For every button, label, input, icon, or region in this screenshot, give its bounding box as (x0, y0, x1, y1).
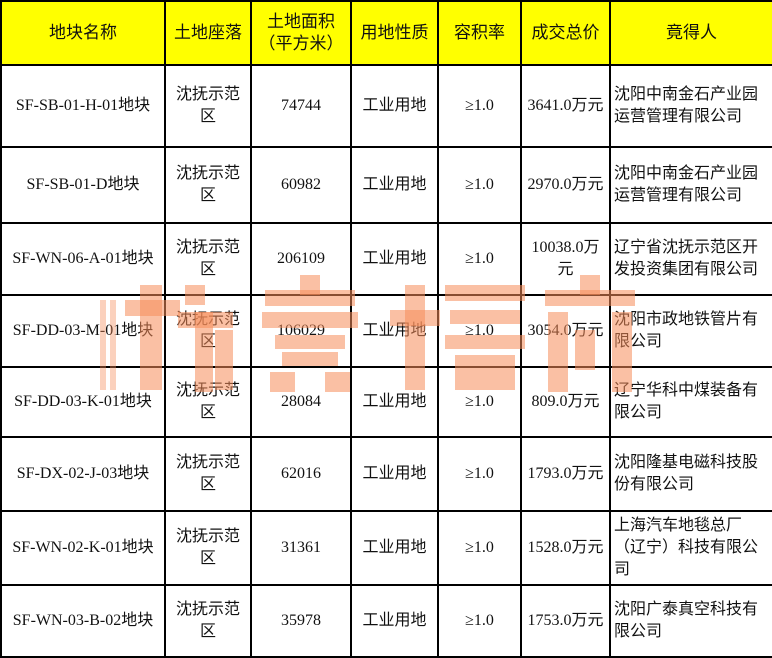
cell-location: 沈抚示范区 (164, 146, 252, 224)
cell-area: 206109 (250, 222, 352, 296)
header-winner: 竟得人 (609, 0, 772, 66)
header-total-price: 成交总价 (520, 0, 611, 66)
cell-plot-ratio: ≥1.0 (437, 294, 522, 368)
cell-area: 62016 (250, 436, 352, 512)
cell-location: 沈抚示范区 (164, 366, 252, 438)
cell-location: 沈抚示范区 (164, 64, 252, 148)
cell-location: 沈抚示范区 (164, 510, 252, 586)
header-row: 地块名称 土地座落 土地面积（平方米） 用地性质 容积率 成交总价 竟得人 (0, 0, 772, 66)
cell-parcel-name: SF-WN-06-A-01地块 (0, 222, 166, 296)
cell-land-use: 工业用地 (350, 436, 439, 512)
header-area: 土地面积（平方米） (250, 0, 352, 66)
cell-parcel-name: SF-WN-02-K-01地块 (0, 510, 166, 586)
table-row: SF-SB-01-D地块 沈抚示范区 60982 工业用地 ≥1.0 2970.0万元 沈阳… (0, 146, 772, 224)
header-location: 土地座落 (164, 0, 252, 66)
cell-plot-ratio: ≥1.0 (437, 584, 522, 658)
cell-parcel-name: SF-SB-01-H-01地块 (0, 64, 166, 148)
cell-winner: 上海汽车地毯总厂（辽宁）科技有限公司 (609, 510, 772, 586)
cell-land-use: 工业用地 (350, 366, 439, 438)
cell-location: 沈抚示范区 (164, 222, 252, 296)
cell-total-price: 1528.0万元 (520, 510, 611, 586)
table-row: SF-WN-06-A-01地块 沈抚示范区 206109 工业用地 ≥1.0 10038.… (0, 222, 772, 296)
cell-winner: 沈阳中南金石产业园运营管理有限公司 (609, 146, 772, 224)
header-land-use: 用地性质 (350, 0, 439, 66)
cell-parcel-name: SF-DD-03-M-01地块 (0, 294, 166, 368)
cell-parcel-name: SF-WN-03-B-02地块 (0, 584, 166, 658)
cell-winner: 辽宁华科中煤装备有限公司 (609, 366, 772, 438)
cell-winner: 沈阳中南金石产业园运营管理有限公司 (609, 64, 772, 148)
cell-area: 28084 (250, 366, 352, 438)
cell-area: 31361 (250, 510, 352, 586)
cell-land-use: 工业用地 (350, 146, 439, 224)
cell-location: 沈抚示范区 (164, 584, 252, 658)
cell-total-price: 3641.0万元 (520, 64, 611, 148)
table-row: SF-DD-03-K-01地块 沈抚示范区 28084 工业用地 ≥1.0 809.0万元… (0, 366, 772, 438)
cell-winner: 沈阳广泰真空科技有限公司 (609, 584, 772, 658)
cell-total-price: 1793.0万元 (520, 436, 611, 512)
cell-area: 74744 (250, 64, 352, 148)
cell-total-price: 809.0万元 (520, 366, 611, 438)
cell-plot-ratio: ≥1.0 (437, 146, 522, 224)
cell-total-price: 1753.0万元 (520, 584, 611, 658)
cell-land-use: 工业用地 (350, 584, 439, 658)
header-parcel-name: 地块名称 (0, 0, 166, 66)
cell-total-price: 2970.0万元 (520, 146, 611, 224)
cell-plot-ratio: ≥1.0 (437, 436, 522, 512)
cell-land-use: 工业用地 (350, 64, 439, 148)
table-row: SF-SB-01-H-01地块 沈抚示范区 74744 工业用地 ≥1.0 3641.0万… (0, 64, 772, 148)
cell-plot-ratio: ≥1.0 (437, 366, 522, 438)
header-plot-ratio: 容积率 (437, 0, 522, 66)
cell-parcel-name: SF-DD-03-K-01地块 (0, 366, 166, 438)
table-row: SF-WN-02-K-01地块 沈抚示范区 31361 工业用地 ≥1.0 1528.0万… (0, 510, 772, 586)
cell-winner: 沈阳市政地铁管片有限公司 (609, 294, 772, 368)
cell-parcel-name: SF-DX-02-J-03地块 (0, 436, 166, 512)
table-row: SF-DX-02-J-03地块 沈抚示范区 62016 工业用地 ≥1.0 1793.0万… (0, 436, 772, 512)
table-row: SF-DD-03-M-01地块 沈抚示范区 106029 工业用地 ≥1.0 3054.0… (0, 294, 772, 368)
cell-winner: 辽宁省沈抚示范区开发投资集团有限公司 (609, 222, 772, 296)
cell-land-use: 工业用地 (350, 510, 439, 586)
cell-area: 60982 (250, 146, 352, 224)
cell-parcel-name: SF-SB-01-D地块 (0, 146, 166, 224)
table-row: SF-WN-03-B-02地块 沈抚示范区 35978 工业用地 ≥1.0 1753.0万… (0, 584, 772, 658)
cell-location: 沈抚示范区 (164, 294, 252, 368)
cell-total-price: 10038.0万元 (520, 222, 611, 296)
cell-land-use: 工业用地 (350, 222, 439, 296)
cell-location: 沈抚示范区 (164, 436, 252, 512)
cell-land-use: 工业用地 (350, 294, 439, 368)
cell-winner: 沈阳隆基电磁科技股份有限公司 (609, 436, 772, 512)
cell-plot-ratio: ≥1.0 (437, 64, 522, 148)
cell-plot-ratio: ≥1.0 (437, 510, 522, 586)
cell-plot-ratio: ≥1.0 (437, 222, 522, 296)
cell-total-price: 3054.0万元 (520, 294, 611, 368)
cell-area: 35978 (250, 584, 352, 658)
cell-area: 106029 (250, 294, 352, 368)
